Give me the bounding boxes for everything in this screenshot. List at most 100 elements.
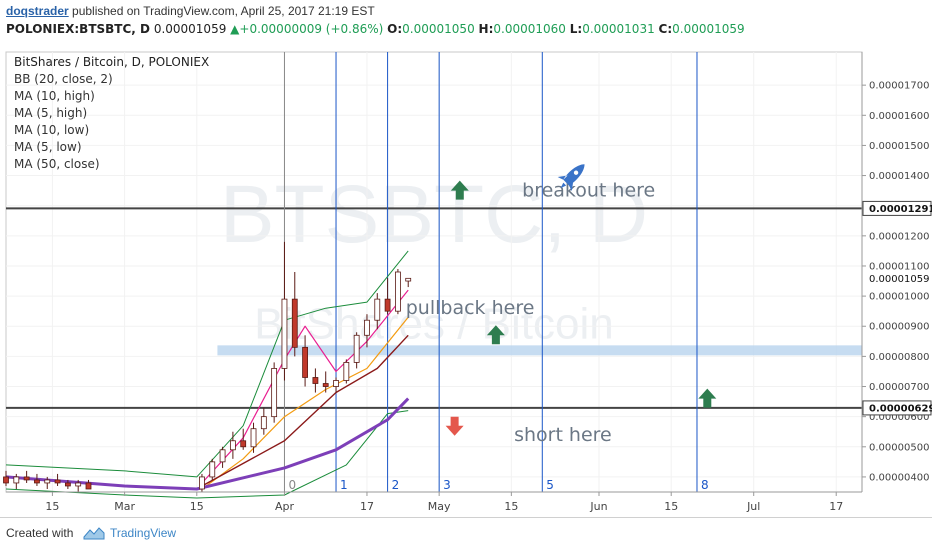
price-marker-box xyxy=(862,400,932,416)
fib-time-label: 5 xyxy=(546,478,554,492)
price-marker-label: 0.00001291 xyxy=(869,204,932,215)
annotation-text: short here xyxy=(514,424,612,446)
ohlc-line: POLONIEX:BTSBTC, D 0.00001059 ▲+0.000000… xyxy=(6,22,745,36)
price-tick-label: 0.00000600 xyxy=(869,412,929,423)
price-tick-label: 0.00001700 xyxy=(869,81,929,92)
rocket-window xyxy=(573,170,579,175)
candle-body xyxy=(291,298,298,348)
created-with-text: Created with xyxy=(6,526,74,540)
candle-body xyxy=(54,479,61,484)
price-tick-label: 0.00001100 xyxy=(869,261,929,272)
watermark-symbol: BTSBTC, D xyxy=(220,169,648,260)
candle-body xyxy=(281,298,288,369)
last-price: 0.00001059 xyxy=(153,22,227,36)
candle-body xyxy=(333,380,339,387)
footer-bar: Created with TradingView xyxy=(0,517,932,551)
pullback-zone xyxy=(217,345,862,356)
candle-body xyxy=(44,479,51,484)
open-value: 0.00001050 xyxy=(402,22,475,36)
candle-body xyxy=(353,334,360,363)
change-up-icon: ▲ xyxy=(230,22,240,36)
arrow-up-icon xyxy=(450,180,469,200)
chart-title: BitShares / Bitcoin, D, POLONIEX xyxy=(14,55,209,69)
time-tick-label: 17 xyxy=(360,500,374,513)
rocket-shape xyxy=(557,164,585,192)
indicator-legend-item: MA (50, close) xyxy=(14,157,100,171)
candle-body xyxy=(209,461,216,478)
annotation-text: pullback here xyxy=(406,297,535,319)
time-tick-label: Apr xyxy=(275,500,295,513)
candle-body xyxy=(75,482,82,487)
price-tick-label: 0.00001000 xyxy=(869,292,929,303)
arrow-up-icon xyxy=(486,325,505,345)
arrow-up-icon xyxy=(698,388,717,408)
candle-body xyxy=(34,479,40,484)
candle-body xyxy=(23,476,30,481)
candle-body xyxy=(260,416,267,430)
low-label: L: xyxy=(569,22,583,36)
fib-time-label: 2 xyxy=(392,478,400,492)
candle-body xyxy=(374,298,381,321)
time-tick-label: Jun xyxy=(589,500,607,513)
price-tick-label: 0.00000500 xyxy=(869,442,929,453)
candle-body xyxy=(405,277,412,282)
time-tick-label: Jul xyxy=(746,500,760,513)
high-label: H: xyxy=(478,22,494,36)
published-text: published on TradingView.com, April 25, … xyxy=(72,4,375,18)
candle-body xyxy=(85,482,92,490)
plot-area xyxy=(5,51,863,493)
indicator-legend-item: MA (10, high) xyxy=(14,89,95,103)
candle-body xyxy=(240,440,247,448)
price-marker-label: 0.00000629 xyxy=(869,403,932,414)
ma-low-line xyxy=(201,316,409,490)
time-tick-label: 15 xyxy=(190,500,204,513)
price-marker-box xyxy=(862,200,932,216)
fib-time-label: 0 xyxy=(288,478,296,492)
candle-body xyxy=(219,449,226,463)
candle-body xyxy=(199,476,205,490)
arrow-down-icon xyxy=(445,416,464,436)
symbol-label[interactable]: POLONIEX:BTSBTC, D xyxy=(6,22,150,36)
candle-body xyxy=(229,440,236,451)
candle-body xyxy=(384,298,391,312)
tradingview-logo-icon[interactable] xyxy=(82,524,106,542)
price-tick-label: 0.00000400 xyxy=(869,472,929,483)
chart-header: doqstrader published on TradingView.com,… xyxy=(0,0,932,44)
candle-body xyxy=(395,271,401,312)
time-tick-label: Mar xyxy=(114,500,135,513)
rocket-icon xyxy=(557,164,585,192)
price-change: +0.00000009 (+0.86%) xyxy=(239,22,384,36)
price-marker-box xyxy=(863,271,931,286)
time-tick-label: 15 xyxy=(45,500,59,513)
annotation-text: breakout here xyxy=(522,180,655,202)
bollinger-upper-line xyxy=(5,250,409,478)
close-value: 0.00001059 xyxy=(672,22,745,36)
fib-time-label: 3 xyxy=(443,478,451,492)
price-tick-label: 0.00000900 xyxy=(869,322,929,333)
indicator-legend-item: MA (5, high) xyxy=(14,106,87,120)
price-tick-label: 0.00001200 xyxy=(869,231,929,242)
candle-body xyxy=(364,319,370,336)
price-tick-label: 0.00001400 xyxy=(869,171,929,182)
indicator-legend-item: MA (5, low) xyxy=(14,140,82,154)
tradingview-brand-link[interactable]: TradingView xyxy=(110,526,177,540)
candle-body xyxy=(302,346,308,378)
author-link[interactable]: doqstrader xyxy=(6,4,69,18)
ma50-close-line xyxy=(5,397,410,491)
price-tick-label: 0.00001600 xyxy=(869,111,929,122)
time-tick-label: 17 xyxy=(829,500,843,513)
time-tick-label: 15 xyxy=(664,500,678,513)
candle-body xyxy=(271,368,278,418)
indicator-legend-item: BB (20, close, 2) xyxy=(14,72,113,86)
candle-body xyxy=(3,476,9,484)
candle-body xyxy=(64,482,71,487)
indicator-legend-item: MA (10, low) xyxy=(14,123,89,137)
candle-body xyxy=(13,476,20,484)
price-marker-label: 0.00001059 xyxy=(869,274,929,285)
publish-line: doqstrader published on TradingView.com,… xyxy=(6,4,375,18)
fib-time-label: 8 xyxy=(701,478,709,492)
high-value: 0.00001060 xyxy=(493,22,566,36)
candle-body xyxy=(343,362,350,381)
fib-time-label: 1 xyxy=(340,478,348,492)
